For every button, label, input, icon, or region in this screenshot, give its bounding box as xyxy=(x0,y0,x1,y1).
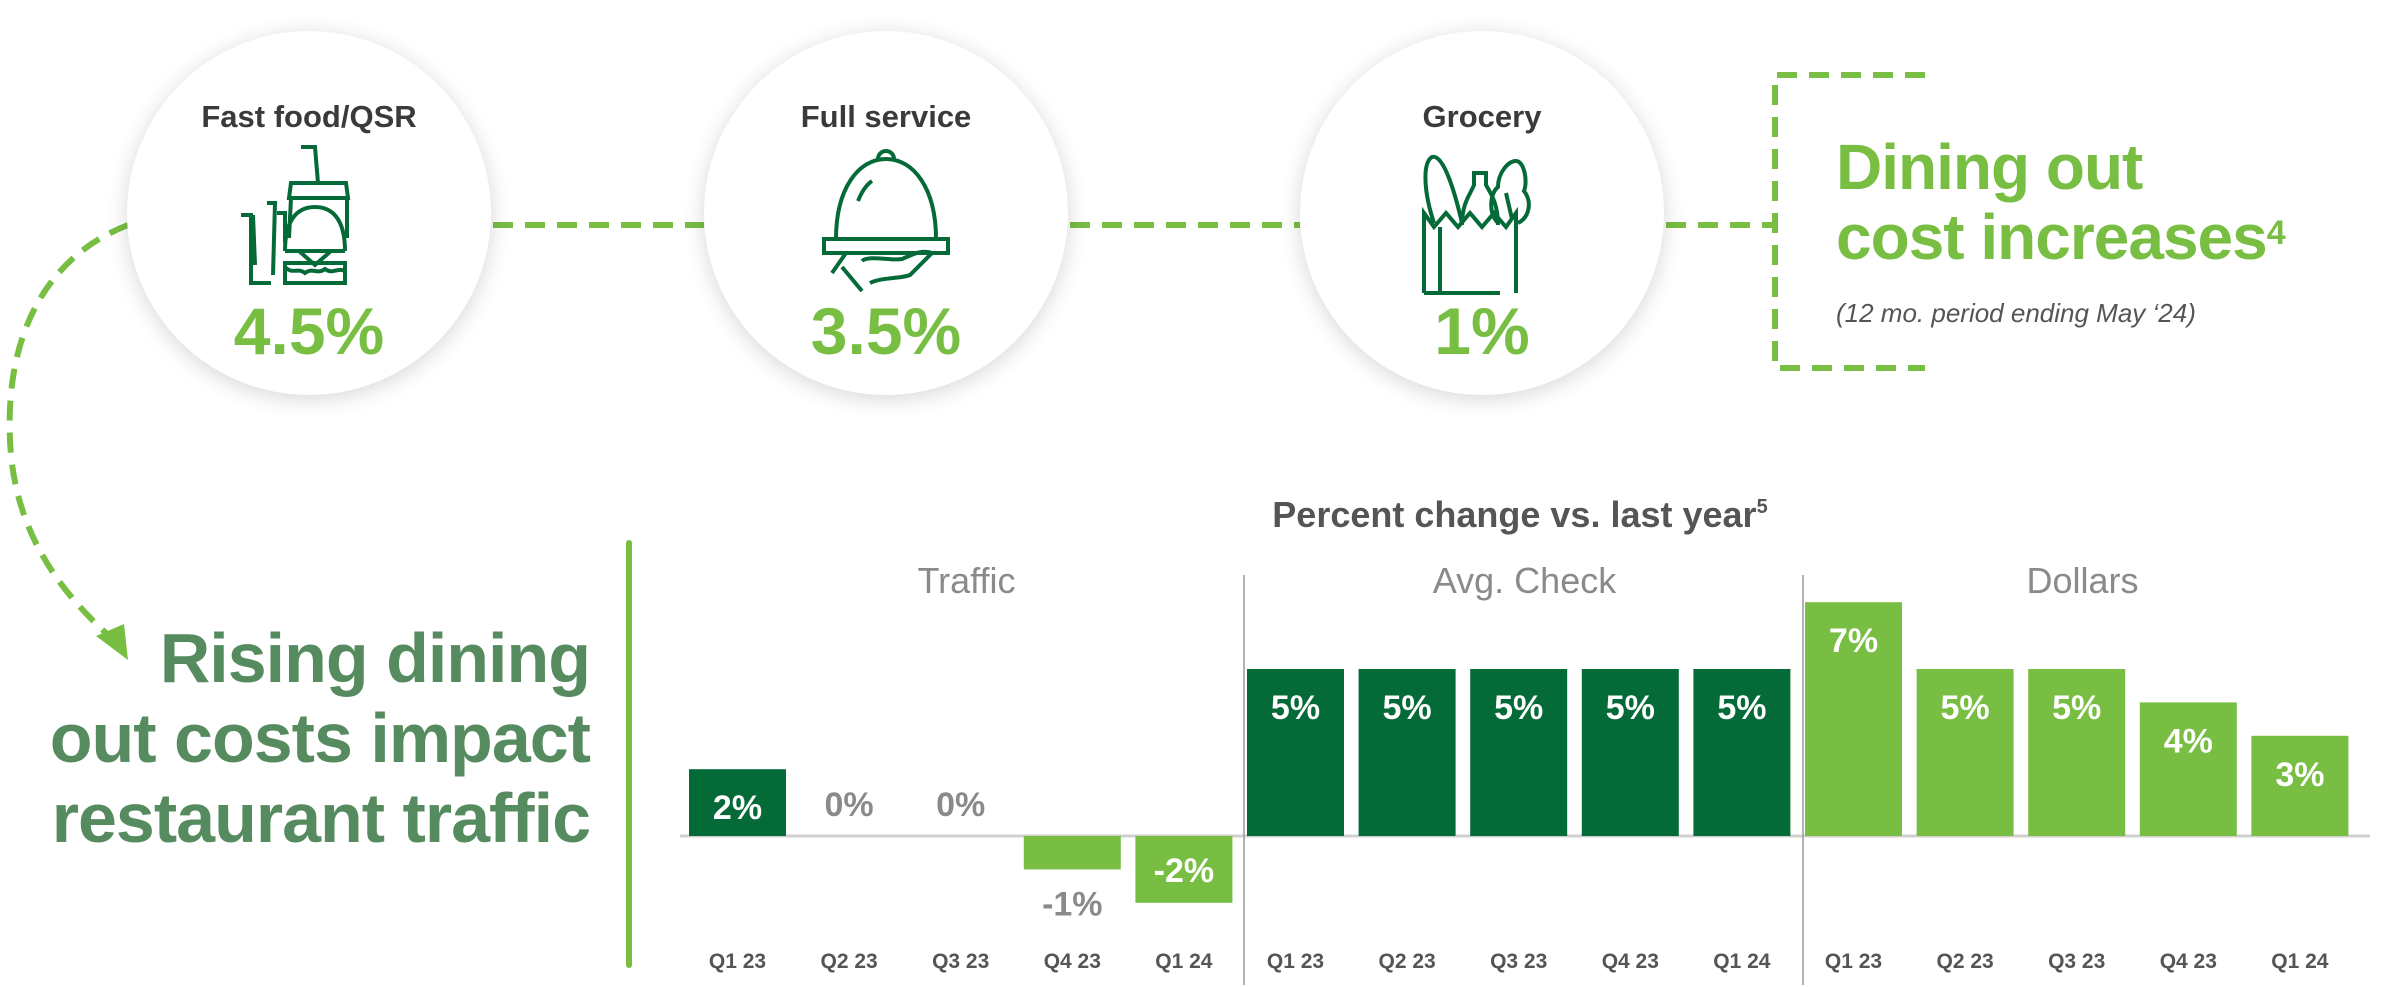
curved-dashed-arrow xyxy=(6,222,130,638)
group-label-dollars: Dollars xyxy=(2026,560,2139,601)
category-title: Full service xyxy=(800,99,972,134)
callout-heading: Dining out cost increases4 xyxy=(1836,131,2286,273)
bar xyxy=(2139,702,2237,836)
x-tick-label: Q4 23 xyxy=(2160,950,2217,973)
bar xyxy=(1247,669,1344,836)
data-label: 5% xyxy=(1941,689,1990,727)
x-tick-label: Q4 23 xyxy=(1044,950,1101,973)
data-label: 0% xyxy=(825,786,874,824)
callout-heading-line: cost increases xyxy=(1836,201,2268,273)
category-value: 1% xyxy=(1434,294,1530,368)
left-heading-line: Rising dining xyxy=(159,619,591,697)
group-label-avg-check: Avg. Check xyxy=(1432,560,1617,601)
x-tick-label: Q2 23 xyxy=(1936,950,1993,973)
x-tick-label: Q1 24 xyxy=(2271,950,2329,973)
x-tick-label: Q2 23 xyxy=(820,950,877,973)
bar xyxy=(1693,669,1791,836)
chart-title-text: Percent change vs. last year xyxy=(1272,494,1757,535)
x-tick-label: Q4 23 xyxy=(1602,950,1659,973)
category-card-fast-food: Fast food/QSR 4.5% xyxy=(127,31,491,395)
category-title: Grocery xyxy=(1422,99,1542,134)
callout-subtitle: (12 mo. period ending May ‘24) xyxy=(1836,298,2196,328)
cloche-serving-icon xyxy=(822,149,950,293)
data-label: 5% xyxy=(2052,689,2101,727)
bar xyxy=(689,769,786,836)
data-label: 5% xyxy=(1494,689,1543,727)
bar xyxy=(1023,836,1121,870)
x-tick-label: Q3 23 xyxy=(932,950,989,973)
x-tick-label: Q1 23 xyxy=(1825,950,1882,973)
left-heading: Rising dining out costs impact restauran… xyxy=(49,618,591,858)
x-tick-label: Q2 23 xyxy=(1378,950,1435,973)
data-label: 3% xyxy=(2275,756,2324,794)
data-label: 5% xyxy=(1271,689,1320,727)
category-value: 3.5% xyxy=(810,294,962,368)
arrow-head-icon xyxy=(96,624,128,660)
data-label: -1% xyxy=(1042,885,1102,923)
bar xyxy=(1805,602,1902,836)
fast-food-icon xyxy=(241,145,351,285)
category-title: Fast food/QSR xyxy=(201,99,417,134)
bar xyxy=(1470,669,1568,836)
bar xyxy=(2251,735,2349,836)
category-card-grocery: Grocery 1% xyxy=(1300,31,1664,395)
data-label: 4% xyxy=(2164,722,2213,760)
footnote-marker: 5 xyxy=(1756,496,1768,518)
data-label: 5% xyxy=(1606,689,1655,727)
bar xyxy=(1358,669,1456,836)
callout-bracket xyxy=(1772,72,1925,371)
chart-title: Percent change vs. last year5 xyxy=(1100,494,1940,536)
x-tick-label: Q3 23 xyxy=(1490,950,1547,973)
x-tick-label: Q1 23 xyxy=(1267,950,1324,973)
category-value: 4.5% xyxy=(233,294,385,368)
data-label: 7% xyxy=(1829,622,1878,660)
chart-left-rule xyxy=(626,540,632,968)
footnote-marker: 4 xyxy=(2266,214,2286,252)
callout-heading-line: Dining out xyxy=(1836,131,2143,203)
category-card-full-service: Full service 3.5% xyxy=(704,31,1068,395)
bar xyxy=(1135,836,1233,903)
data-label: 0% xyxy=(936,786,985,824)
data-label: 5% xyxy=(1383,689,1432,727)
x-tick-label: Q3 23 xyxy=(2048,950,2105,973)
left-heading-line: out costs impact xyxy=(49,699,591,777)
bar xyxy=(1916,669,2014,836)
group-label-traffic: Traffic xyxy=(917,560,1016,601)
data-label: 2% xyxy=(713,789,762,827)
data-label: 5% xyxy=(1717,689,1766,727)
x-tick-label: Q1 24 xyxy=(1713,950,1771,973)
grocery-bag-icon xyxy=(1422,154,1531,295)
bar xyxy=(1581,669,1679,836)
x-tick-label: Q1 23 xyxy=(709,950,766,973)
x-tick-label: Q1 24 xyxy=(1155,950,1213,973)
left-heading-line: restaurant traffic xyxy=(51,779,591,857)
data-label: -2% xyxy=(1154,852,1214,890)
bar xyxy=(2028,669,2126,836)
